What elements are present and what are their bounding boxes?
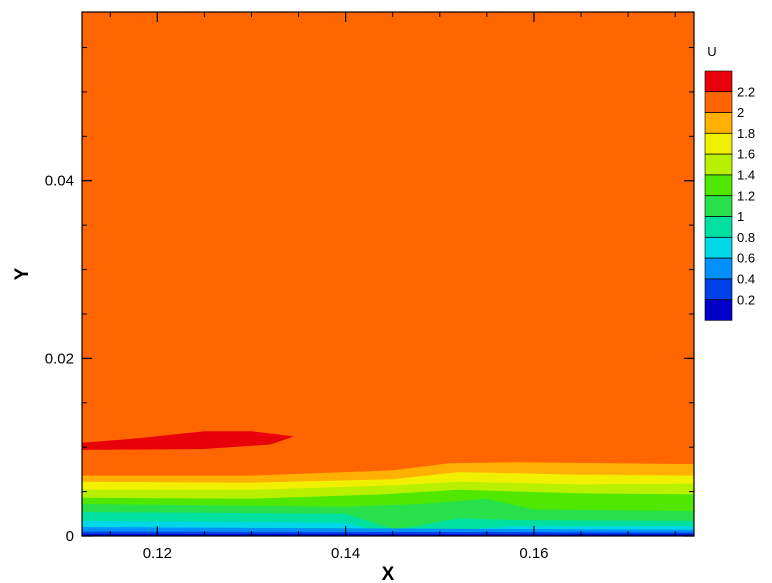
legend-label: 2 xyxy=(737,105,744,120)
colorbar-legend: U 2.2 2 1.8 1.6 1.4 1.2 1 0.8 0.6 0.4 0.2 xyxy=(704,44,755,321)
x-tick-label: 0.12 xyxy=(143,545,172,562)
legend-swatch xyxy=(704,195,733,217)
legend-label: 0.2 xyxy=(737,292,755,307)
x-tick-label: 0.14 xyxy=(331,545,360,562)
legend-swatch xyxy=(704,299,733,321)
plot-frame xyxy=(81,11,695,537)
legend-swatch xyxy=(704,133,733,155)
legend-label: 0.6 xyxy=(737,251,755,266)
legend-swatch xyxy=(704,278,733,300)
legend-label: 1 xyxy=(737,209,744,224)
legend-label: 0.4 xyxy=(737,272,755,287)
legend-swatch xyxy=(704,216,733,238)
legend-swatch xyxy=(704,153,733,176)
contour-background xyxy=(82,12,694,536)
legend-label: 1.6 xyxy=(737,147,755,162)
legend-label: 0.8 xyxy=(737,230,755,245)
legend-label: 1.2 xyxy=(737,188,755,203)
legend-title: U xyxy=(707,44,716,59)
legend-label: 2.2 xyxy=(737,84,755,99)
y-axis: 0 0.02 0.04 xyxy=(45,47,694,545)
y-tick-label: 0.02 xyxy=(45,350,74,367)
x-tick-label: 0.16 xyxy=(519,545,548,562)
legend-label: 1.4 xyxy=(737,168,755,183)
y-axis-title: Y xyxy=(12,267,33,280)
y-tick-label: 0.04 xyxy=(45,173,74,190)
contour-band-0 xyxy=(82,431,294,450)
legend-swatch xyxy=(704,174,733,196)
contour-field xyxy=(82,12,694,536)
legend-swatch xyxy=(704,91,733,113)
legend-label: 1.8 xyxy=(737,126,755,141)
legend-swatch xyxy=(704,70,733,92)
legend-swatch xyxy=(704,237,733,259)
y-tick-label: 0 xyxy=(66,528,74,545)
x-axis-title: X xyxy=(382,564,395,583)
legend-swatch xyxy=(704,112,733,134)
legend-swatch xyxy=(704,257,733,280)
x-axis: 0.12 0.14 0.16 xyxy=(109,12,676,562)
